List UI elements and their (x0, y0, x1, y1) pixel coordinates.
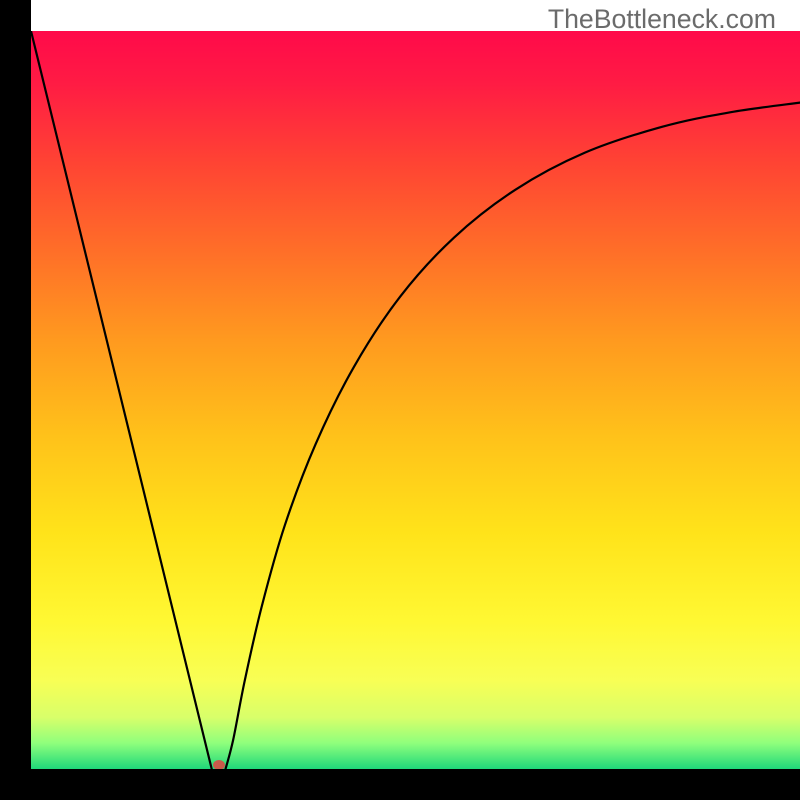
watermark-text: TheBottleneck.com (548, 4, 776, 35)
minimum-marker (213, 760, 225, 769)
plot-area (31, 31, 800, 769)
bottleneck-curve (31, 31, 800, 769)
chart-canvas: TheBottleneck.com (0, 0, 800, 800)
frame-left (0, 0, 31, 800)
frame-bottom (0, 769, 800, 800)
